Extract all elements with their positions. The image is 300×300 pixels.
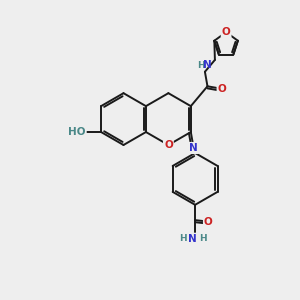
Text: O: O — [164, 140, 173, 150]
Text: O: O — [222, 27, 230, 37]
Text: N: N — [202, 60, 211, 70]
Text: N: N — [189, 143, 198, 153]
Text: H: H — [199, 234, 206, 243]
Text: O: O — [218, 84, 226, 94]
Text: H: H — [178, 234, 186, 243]
Text: HO: HO — [68, 127, 86, 137]
Text: H: H — [197, 61, 205, 70]
Text: N: N — [188, 234, 197, 244]
Text: O: O — [204, 217, 213, 226]
